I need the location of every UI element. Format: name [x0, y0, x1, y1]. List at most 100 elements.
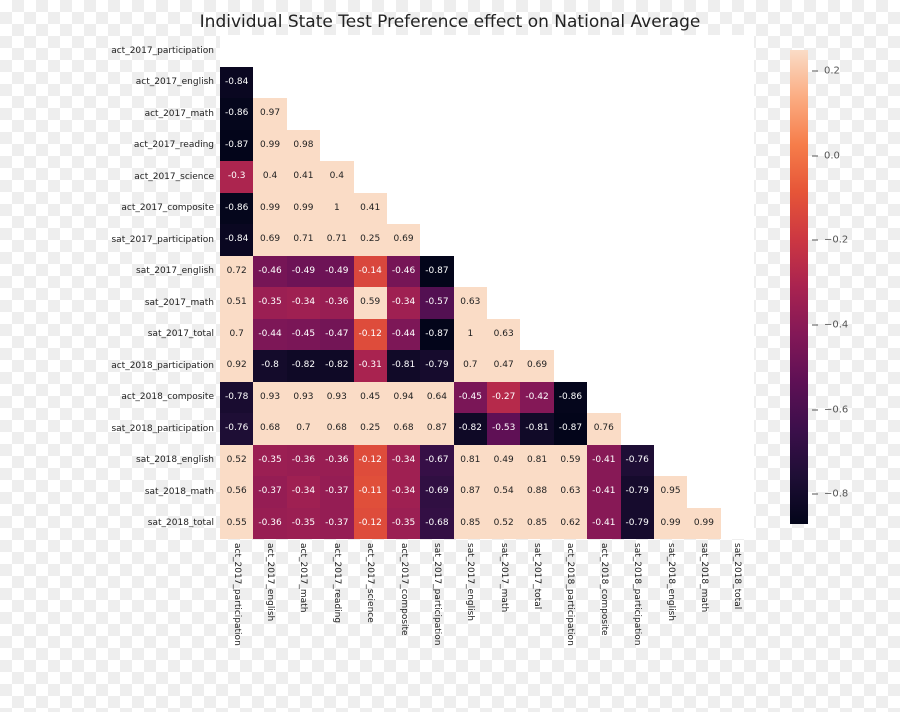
heatmap-cell: 0.63 [487, 319, 520, 351]
heatmap-cell: 0.25 [354, 224, 387, 256]
heatmap-cell: -0.35 [287, 508, 320, 540]
heatmap-cell: -0.12 [354, 319, 387, 351]
y-tick-label: act_2017_math [145, 109, 214, 119]
heatmap-cell [687, 476, 720, 508]
heatmap-cell: 0.94 [387, 382, 420, 414]
heatmap-cell: 0.68 [320, 413, 353, 445]
heatmap-cell: -0.11 [354, 476, 387, 508]
heatmap-cell [387, 193, 420, 225]
heatmap-cell: -0.45 [287, 319, 320, 351]
heatmap-cell [654, 445, 687, 477]
x-tick-label: sat_2017_math [499, 543, 509, 612]
heatmap-cell: 0.7 [454, 350, 487, 382]
heatmap-cell [454, 67, 487, 99]
heatmap-cell [554, 350, 587, 382]
colorbar-tick: −0.2 [812, 235, 848, 246]
heatmap-cell [587, 161, 620, 193]
heatmap-cell [487, 193, 520, 225]
heatmap-cell [721, 35, 754, 67]
y-tick-label: sat_2018_total [148, 518, 214, 528]
heatmap-cell: 0.49 [487, 445, 520, 477]
heatmap-cell: 0.59 [554, 445, 587, 477]
heatmap-cell [621, 256, 654, 288]
heatmap-cell: 0.71 [320, 224, 353, 256]
heatmap-cell: -0.34 [387, 287, 420, 319]
x-tick-label: act_2017_math [298, 543, 308, 612]
heatmap-cell [420, 35, 453, 67]
heatmap-cell [253, 35, 286, 67]
colorbar-gradient [790, 50, 808, 524]
heatmap-cell [554, 98, 587, 130]
x-tick-label: act_2017_reading [332, 543, 342, 623]
heatmap-cell: 0.99 [253, 130, 286, 162]
heatmap-cell [687, 256, 720, 288]
x-tick-label: sat_2017_total [532, 543, 542, 609]
heatmap-cell: -0.14 [354, 256, 387, 288]
heatmap-cell [587, 319, 620, 351]
heatmap-cell [487, 130, 520, 162]
heatmap-cell: 1 [454, 319, 487, 351]
heatmap-cell [687, 382, 720, 414]
y-tick-label: sat_2017_total [148, 329, 214, 339]
heatmap-cell [621, 35, 654, 67]
heatmap-cell: -0.84 [220, 224, 253, 256]
heatmap-cell [520, 130, 553, 162]
heatmap-cell: 0.59 [354, 287, 387, 319]
y-tick-label: act_2018_participation [111, 361, 214, 371]
heatmap-cell: -0.78 [220, 382, 253, 414]
heatmap-cell [654, 319, 687, 351]
y-tick-label: sat_2017_english [136, 266, 214, 276]
heatmap-cell [554, 193, 587, 225]
heatmap-cell: 0.93 [320, 382, 353, 414]
y-tick-label: sat_2017_math [145, 298, 214, 308]
x-tick-label: act_2018_composite [599, 543, 609, 636]
heatmap-cell [520, 256, 553, 288]
heatmap-cell [687, 161, 720, 193]
heatmap-cell: -0.46 [253, 256, 286, 288]
heatmap-cell: -0.36 [320, 287, 353, 319]
heatmap-cell [687, 193, 720, 225]
heatmap-cell: 0.71 [287, 224, 320, 256]
colorbar-tick-mark [812, 155, 818, 156]
heatmap-cell [721, 413, 754, 445]
heatmap-cell: 0.99 [287, 193, 320, 225]
colorbar-tick-label: −0.2 [824, 235, 848, 246]
colorbar-tick-mark [812, 71, 818, 72]
heatmap-cell: -0.86 [220, 193, 253, 225]
heatmap-cell [354, 98, 387, 130]
heatmap-cell: 0.72 [220, 256, 253, 288]
heatmap-cell: -0.67 [420, 445, 453, 477]
heatmap-cell [387, 130, 420, 162]
heatmap-cell [554, 67, 587, 99]
heatmap-cell [420, 193, 453, 225]
heatmap-cell: -0.34 [387, 476, 420, 508]
heatmap-cell: -0.87 [554, 413, 587, 445]
heatmap-cell: -0.44 [387, 319, 420, 351]
heatmap-cell [587, 350, 620, 382]
heatmap-cell: 0.52 [487, 508, 520, 540]
heatmap-cell: 0.45 [354, 382, 387, 414]
heatmap-cell: 0.68 [387, 413, 420, 445]
heatmap-cell [654, 193, 687, 225]
heatmap-cell [721, 256, 754, 288]
heatmap-cell: 0.97 [253, 98, 286, 130]
heatmap-cell: -0.12 [354, 445, 387, 477]
heatmap-cell [487, 35, 520, 67]
heatmap-cell: 0.93 [253, 382, 286, 414]
heatmap-cell [654, 98, 687, 130]
heatmap-cell [687, 224, 720, 256]
heatmap-cell [487, 98, 520, 130]
heatmap-cell: -0.37 [253, 476, 286, 508]
heatmap-cell: 0.85 [454, 508, 487, 540]
heatmap-cell [721, 445, 754, 477]
heatmap-cell: -0.82 [320, 350, 353, 382]
heatmap-cell: -0.36 [287, 445, 320, 477]
heatmap-cell: -0.37 [320, 508, 353, 540]
colorbar-tick-label: 0.0 [824, 150, 840, 161]
heatmap-cell [721, 508, 754, 540]
heatmap-cell [387, 35, 420, 67]
heatmap-cell [654, 350, 687, 382]
colorbar-tick: −0.4 [812, 320, 848, 331]
heatmap-cell [654, 287, 687, 319]
heatmap-cell [420, 130, 453, 162]
